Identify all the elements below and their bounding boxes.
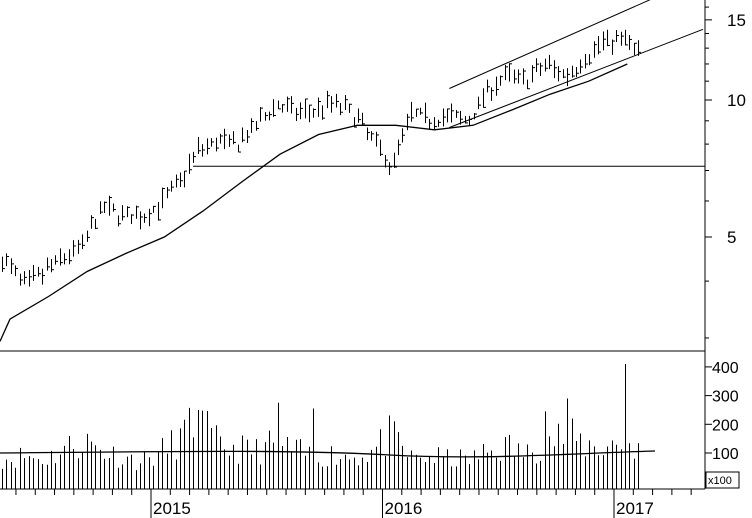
volume-bars (2, 364, 639, 489)
moving-average-path (0, 63, 628, 342)
volume-average-path (0, 450, 656, 458)
volume-unit-label: x100 (708, 475, 732, 487)
moving-average-line (0, 63, 628, 342)
price-y-ticks: 5 10 15 (705, 6, 746, 339)
volume-tick-label: 400 (712, 360, 739, 377)
trend-annotations (193, 0, 705, 167)
volume-tick-label: 200 (712, 417, 739, 434)
channel-upper-line (449, 0, 651, 89)
year-label: 2015 (153, 499, 191, 518)
year-label: 2017 (616, 499, 654, 518)
volume-tick-label: 300 (712, 389, 739, 406)
price-tick-label: 15 (727, 11, 746, 30)
price-tick-label: 10 (727, 91, 746, 110)
volume-panel: 100 200 300 400 x100 (0, 351, 740, 490)
year-label: 2016 (385, 499, 423, 518)
volume-unit-box (705, 471, 740, 489)
volume-average-line (0, 450, 656, 458)
price-tick-label: 5 (727, 228, 736, 247)
volume-tick-label: 100 (712, 446, 739, 463)
time-axis-ticks: 2015 2016 2017 (15, 489, 692, 518)
volume-y-ticks: 100 200 300 400 (705, 360, 739, 463)
channel-lower-line (449, 28, 704, 128)
price-bars (2, 29, 641, 287)
price-panel: 5 10 15 (0, 0, 746, 352)
